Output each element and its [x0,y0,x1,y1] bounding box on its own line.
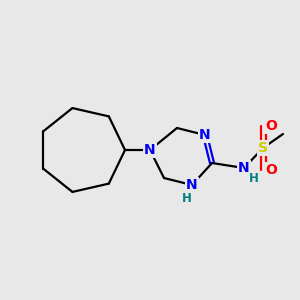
Text: N: N [199,128,211,142]
Text: N: N [144,143,156,157]
Text: S: S [258,141,268,155]
Text: N: N [238,161,250,175]
Text: H: H [182,193,192,206]
Text: O: O [265,163,277,177]
Text: N: N [186,178,198,192]
Text: O: O [265,119,277,133]
Text: H: H [249,172,259,185]
